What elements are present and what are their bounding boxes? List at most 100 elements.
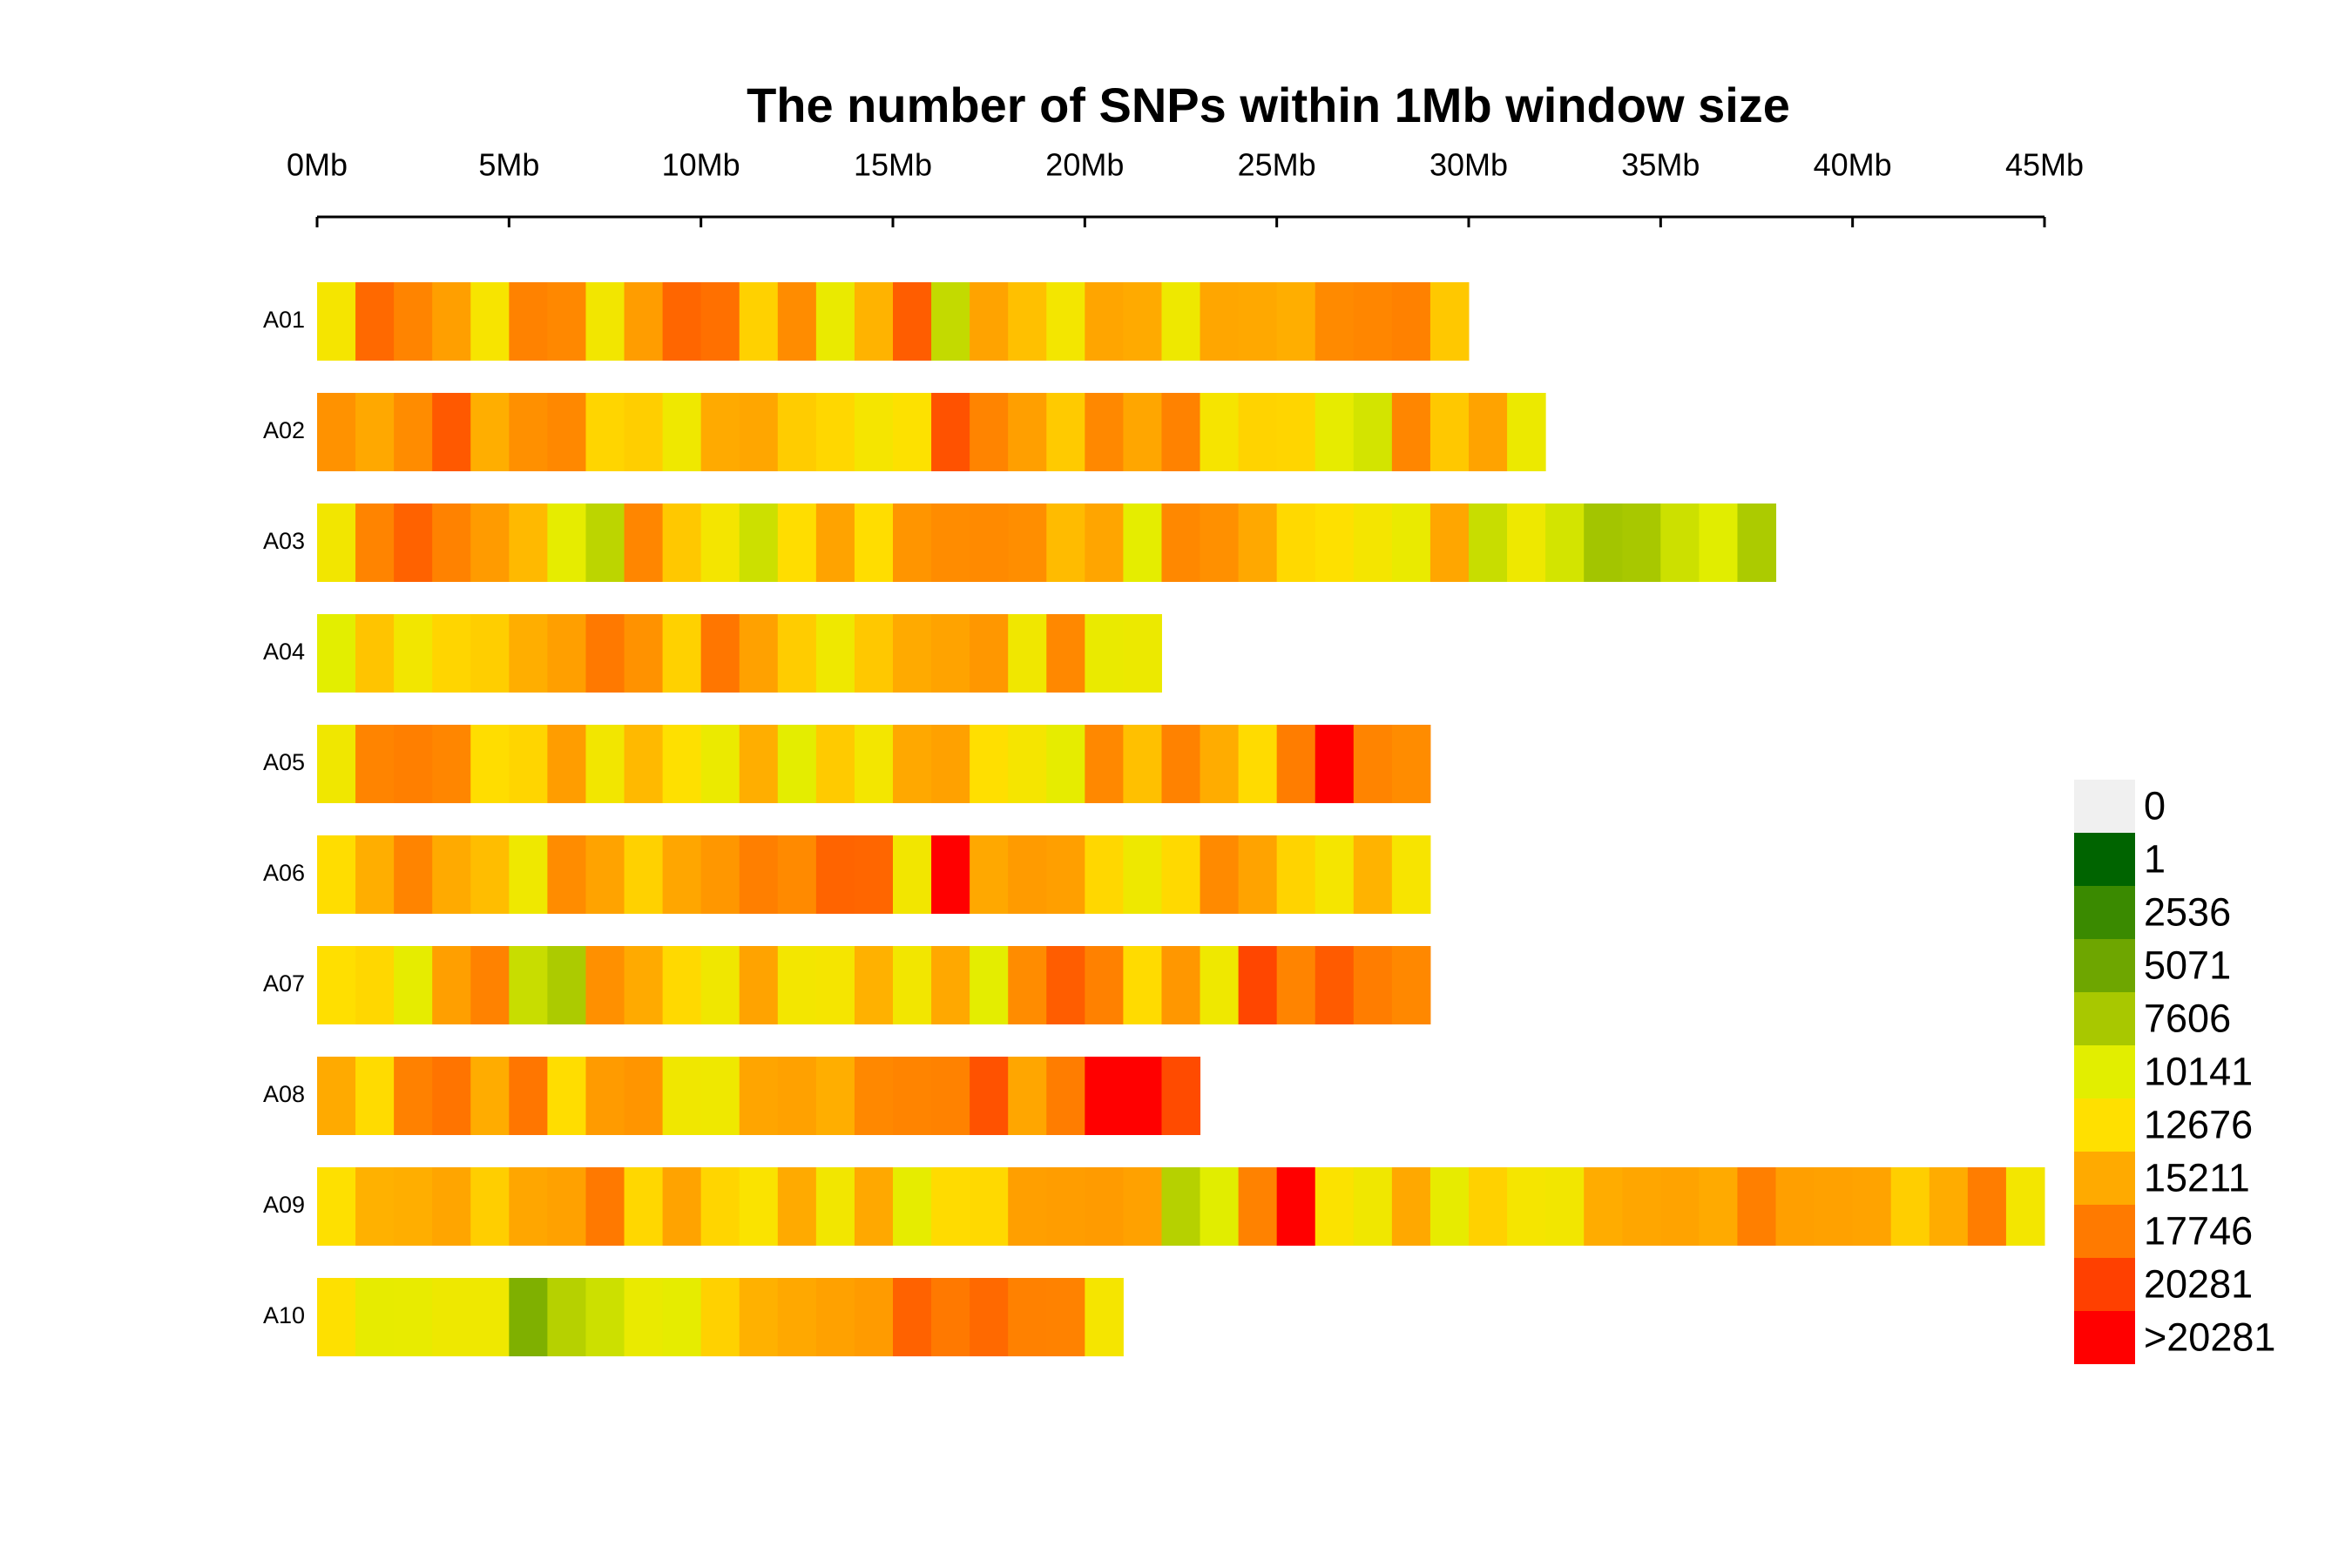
snp-window <box>1123 1057 1162 1135</box>
snp-window <box>394 1278 433 1356</box>
snp-window <box>1353 946 1393 1024</box>
snp-window <box>777 725 817 803</box>
snp-window <box>1085 1167 1124 1246</box>
snp-window <box>317 1057 356 1135</box>
snp-window <box>470 504 510 582</box>
snp-window <box>1200 725 1240 803</box>
legend-label: 0 <box>2144 783 2166 828</box>
snp-window <box>585 1278 625 1356</box>
snp-window <box>317 946 356 1024</box>
legend-label: 1 <box>2144 836 2166 881</box>
snp-window <box>317 282 356 361</box>
x-tick-label: 5Mb <box>478 147 539 183</box>
snp-window <box>1507 504 1546 582</box>
snp-window <box>624 835 664 914</box>
snp-window <box>700 1167 740 1246</box>
snp-window <box>1315 282 1355 361</box>
snp-window <box>1775 1167 1815 1246</box>
snp-window <box>1315 725 1355 803</box>
snp-window <box>893 725 932 803</box>
snp-window <box>662 1167 702 1246</box>
snp-window <box>700 1278 740 1356</box>
legend-label: 17746 <box>2144 1208 2253 1253</box>
snp-window <box>1238 1167 1278 1246</box>
x-tick-label: 45Mb <box>2005 147 2084 183</box>
snp-window <box>739 835 779 914</box>
snp-window <box>739 1278 779 1356</box>
snp-window <box>1315 1167 1355 1246</box>
snp-window <box>854 835 894 914</box>
snp-window <box>1200 1167 1240 1246</box>
snp-window <box>739 282 779 361</box>
snp-window <box>509 1057 548 1135</box>
snp-window <box>585 504 625 582</box>
snp-window <box>1469 504 1508 582</box>
snp-window <box>394 835 433 914</box>
legend-swatch <box>2074 1258 2135 1311</box>
snp-window <box>815 504 855 582</box>
snp-window <box>854 725 894 803</box>
snp-window <box>854 504 894 582</box>
snp-window <box>777 282 817 361</box>
snp-window <box>1123 1167 1162 1246</box>
snp-window <box>1391 946 1431 1024</box>
snp-window <box>1008 614 1047 693</box>
snp-window <box>547 393 586 471</box>
legend-swatch <box>2074 992 2135 1045</box>
snp-window <box>1353 393 1393 471</box>
snp-window <box>1046 946 1085 1024</box>
snp-window <box>394 282 433 361</box>
snp-window <box>970 1167 1009 1246</box>
snp-window <box>1161 1167 1201 1246</box>
legend-label: 2536 <box>2144 889 2231 934</box>
snp-window <box>815 1278 855 1356</box>
snp-window <box>470 393 510 471</box>
snp-window <box>547 1167 586 1246</box>
snp-window <box>355 1167 395 1246</box>
snp-window <box>1200 393 1240 471</box>
snp-window <box>854 393 894 471</box>
snp-window <box>1046 1167 1085 1246</box>
snp-window <box>1429 504 1470 582</box>
snp-window <box>317 1167 356 1246</box>
snp-window <box>394 1057 433 1135</box>
row-label: A03 <box>263 528 305 554</box>
snp-window <box>432 1278 471 1356</box>
row-label: A09 <box>263 1192 305 1218</box>
snp-window <box>432 725 471 803</box>
snp-window <box>700 614 740 693</box>
snp-window <box>1890 1167 1930 1246</box>
snp-window <box>1276 504 1316 582</box>
snp-window <box>931 725 970 803</box>
snp-window <box>1353 725 1393 803</box>
snp-window <box>1391 725 1431 803</box>
snp-window <box>624 1167 664 1246</box>
legend-swatch <box>2074 1205 2135 1258</box>
snp-window <box>432 1057 471 1135</box>
snp-window <box>432 835 471 914</box>
snp-window <box>547 504 586 582</box>
chart-title: The number of SNPs within 1Mb window siz… <box>747 78 1790 132</box>
snp-window <box>777 1167 817 1246</box>
snp-window <box>1660 1167 1700 1246</box>
snp-window <box>1429 393 1470 471</box>
snp-window <box>854 282 894 361</box>
snp-window <box>394 614 433 693</box>
legend-swatch <box>2074 1045 2135 1098</box>
legend-label: 7606 <box>2144 996 2231 1040</box>
snp-window <box>1085 614 1124 693</box>
snp-window <box>1469 393 1508 471</box>
snp-window <box>1315 946 1355 1024</box>
snp-window <box>509 946 548 1024</box>
snp-window <box>854 614 894 693</box>
snp-window <box>1276 725 1316 803</box>
row-label: A07 <box>263 970 305 997</box>
snp-window <box>1008 393 1047 471</box>
snp-window <box>470 282 510 361</box>
snp-window <box>1123 282 1162 361</box>
snp-window <box>624 282 664 361</box>
row-label: A04 <box>263 639 305 665</box>
legend-label: >20281 <box>2144 1315 2275 1359</box>
snp-window <box>1238 725 1278 803</box>
snp-window <box>931 614 970 693</box>
